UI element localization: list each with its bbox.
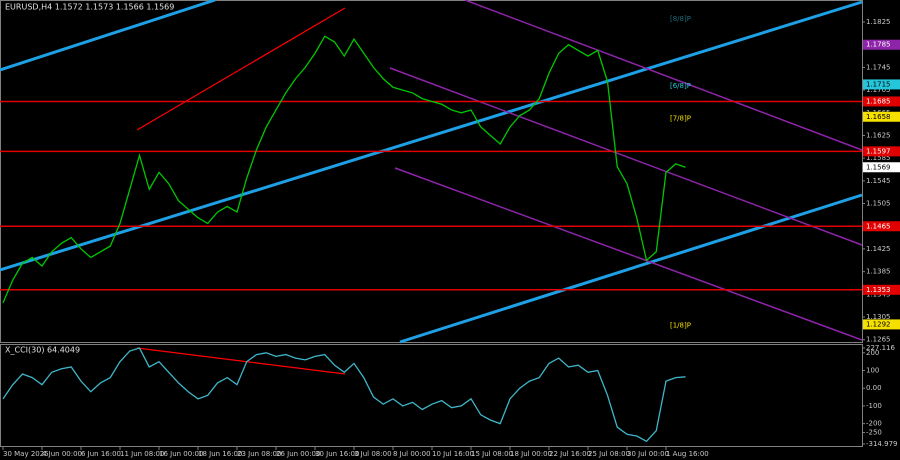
level-label: 1.1353	[866, 286, 891, 294]
level-box	[863, 162, 900, 173]
x-tick-label: 30 May 2025	[3, 450, 49, 458]
channel-line	[389, 67, 863, 246]
x-tick-label: 25 Jul 08:00	[588, 450, 630, 458]
x-tick-label: 15 Jul 08:00	[471, 450, 513, 458]
y-tick-label: 1.1305	[866, 313, 891, 321]
level-label: 1.1597	[866, 147, 891, 155]
x-tick-label: 23 Jun 08:00	[237, 450, 281, 458]
x-tick-label: 18 Jun 16:00	[198, 450, 242, 458]
x-tick-label: 26 Jun 00:00	[276, 450, 320, 458]
y-tick-label: 1.1505	[866, 200, 891, 208]
y-tick-label: 1.1425	[866, 245, 891, 253]
x-tick-label: 4 Jun 00:00	[42, 450, 82, 458]
x-tick-label: 22 Jul 16:00	[549, 450, 591, 458]
x-tick-label: 10 Jul 16:00	[432, 450, 474, 458]
channel-line	[399, 193, 863, 344]
y-tick-label: 200	[866, 349, 879, 357]
y-tick-label: 1.1625	[866, 131, 891, 139]
price-line	[2, 347, 686, 443]
level-label: 1.1715	[866, 80, 891, 88]
level-label: 1.1685	[866, 97, 891, 105]
murrey-label: [1/8]P	[670, 322, 691, 330]
main-frame	[0, 0, 863, 343]
level-box	[863, 111, 900, 122]
y-tick-label: 100	[866, 367, 879, 375]
level-label: 1.1658	[866, 113, 891, 121]
level-label: 1.1569	[866, 163, 891, 171]
y-tick-label: 1.1825	[866, 18, 891, 26]
y-tick-label: 1.1385	[866, 268, 891, 276]
x-tick-label: 18 Jul 00:00	[510, 450, 552, 458]
x-tick-label: 3 Jul 08:00	[354, 450, 392, 458]
y-tick-label: 227.116	[866, 344, 895, 352]
divergence-line	[136, 347, 346, 375]
y-tick-label: 1.1585	[866, 154, 891, 162]
level-label: 1.1785	[866, 41, 891, 49]
x-tick-label: 30 Jul 00:00	[627, 450, 669, 458]
x-tick-label: 11 Jun 08:00	[120, 450, 164, 458]
murrey-label: [7/8]P	[670, 114, 691, 122]
x-tick-label: 8 Jul 00:00	[393, 450, 431, 458]
x-tick-label: 6 Jun 16:00	[81, 450, 121, 458]
level-box	[863, 79, 900, 90]
level-label: 1.1465	[866, 222, 891, 230]
y-tick-label: 1.1545	[866, 177, 891, 185]
y-tick-label: -100	[866, 402, 882, 410]
x-tick-label: 1 Aug 16:00	[666, 450, 709, 458]
level-box	[863, 284, 900, 295]
level-box	[863, 146, 900, 157]
y-tick-label: -200	[866, 420, 882, 428]
channel-line	[0, 0, 216, 72]
y-tick-label: -314.979	[866, 440, 897, 448]
y-tick-label: 1.1705	[866, 86, 891, 94]
x-tick-label: 16 Jun 00:00	[159, 450, 203, 458]
level-box	[863, 221, 900, 232]
murrey-label: [6/8]P	[670, 82, 691, 90]
cci-frame	[0, 344, 863, 447]
x-tick-label: 30 Jun 16:00	[315, 450, 359, 458]
channel-line	[464, 0, 863, 151]
chart-title: EURUSD,H4 1.1572 1.1573 1.1566 1.1569	[5, 3, 174, 12]
level-box	[863, 96, 900, 107]
level-box	[863, 319, 900, 330]
level-label: 1.1292	[866, 320, 891, 328]
trend-lines	[0, 0, 863, 375]
trend-line	[136, 7, 346, 131]
y-tick-label: 1.1265	[866, 336, 891, 344]
y-tick-label: 1.1745	[866, 63, 891, 71]
indicator-title: X_CCI(30) 64.4049	[5, 346, 80, 355]
channel-line	[394, 167, 863, 341]
channel-line	[0, 0, 863, 272]
y-tick-label: 0.00	[866, 384, 882, 392]
y-tick-label: -250	[866, 428, 882, 436]
murrey-label: [8/8]P	[670, 15, 691, 23]
level-box	[863, 39, 900, 50]
price-line	[2, 35, 686, 304]
